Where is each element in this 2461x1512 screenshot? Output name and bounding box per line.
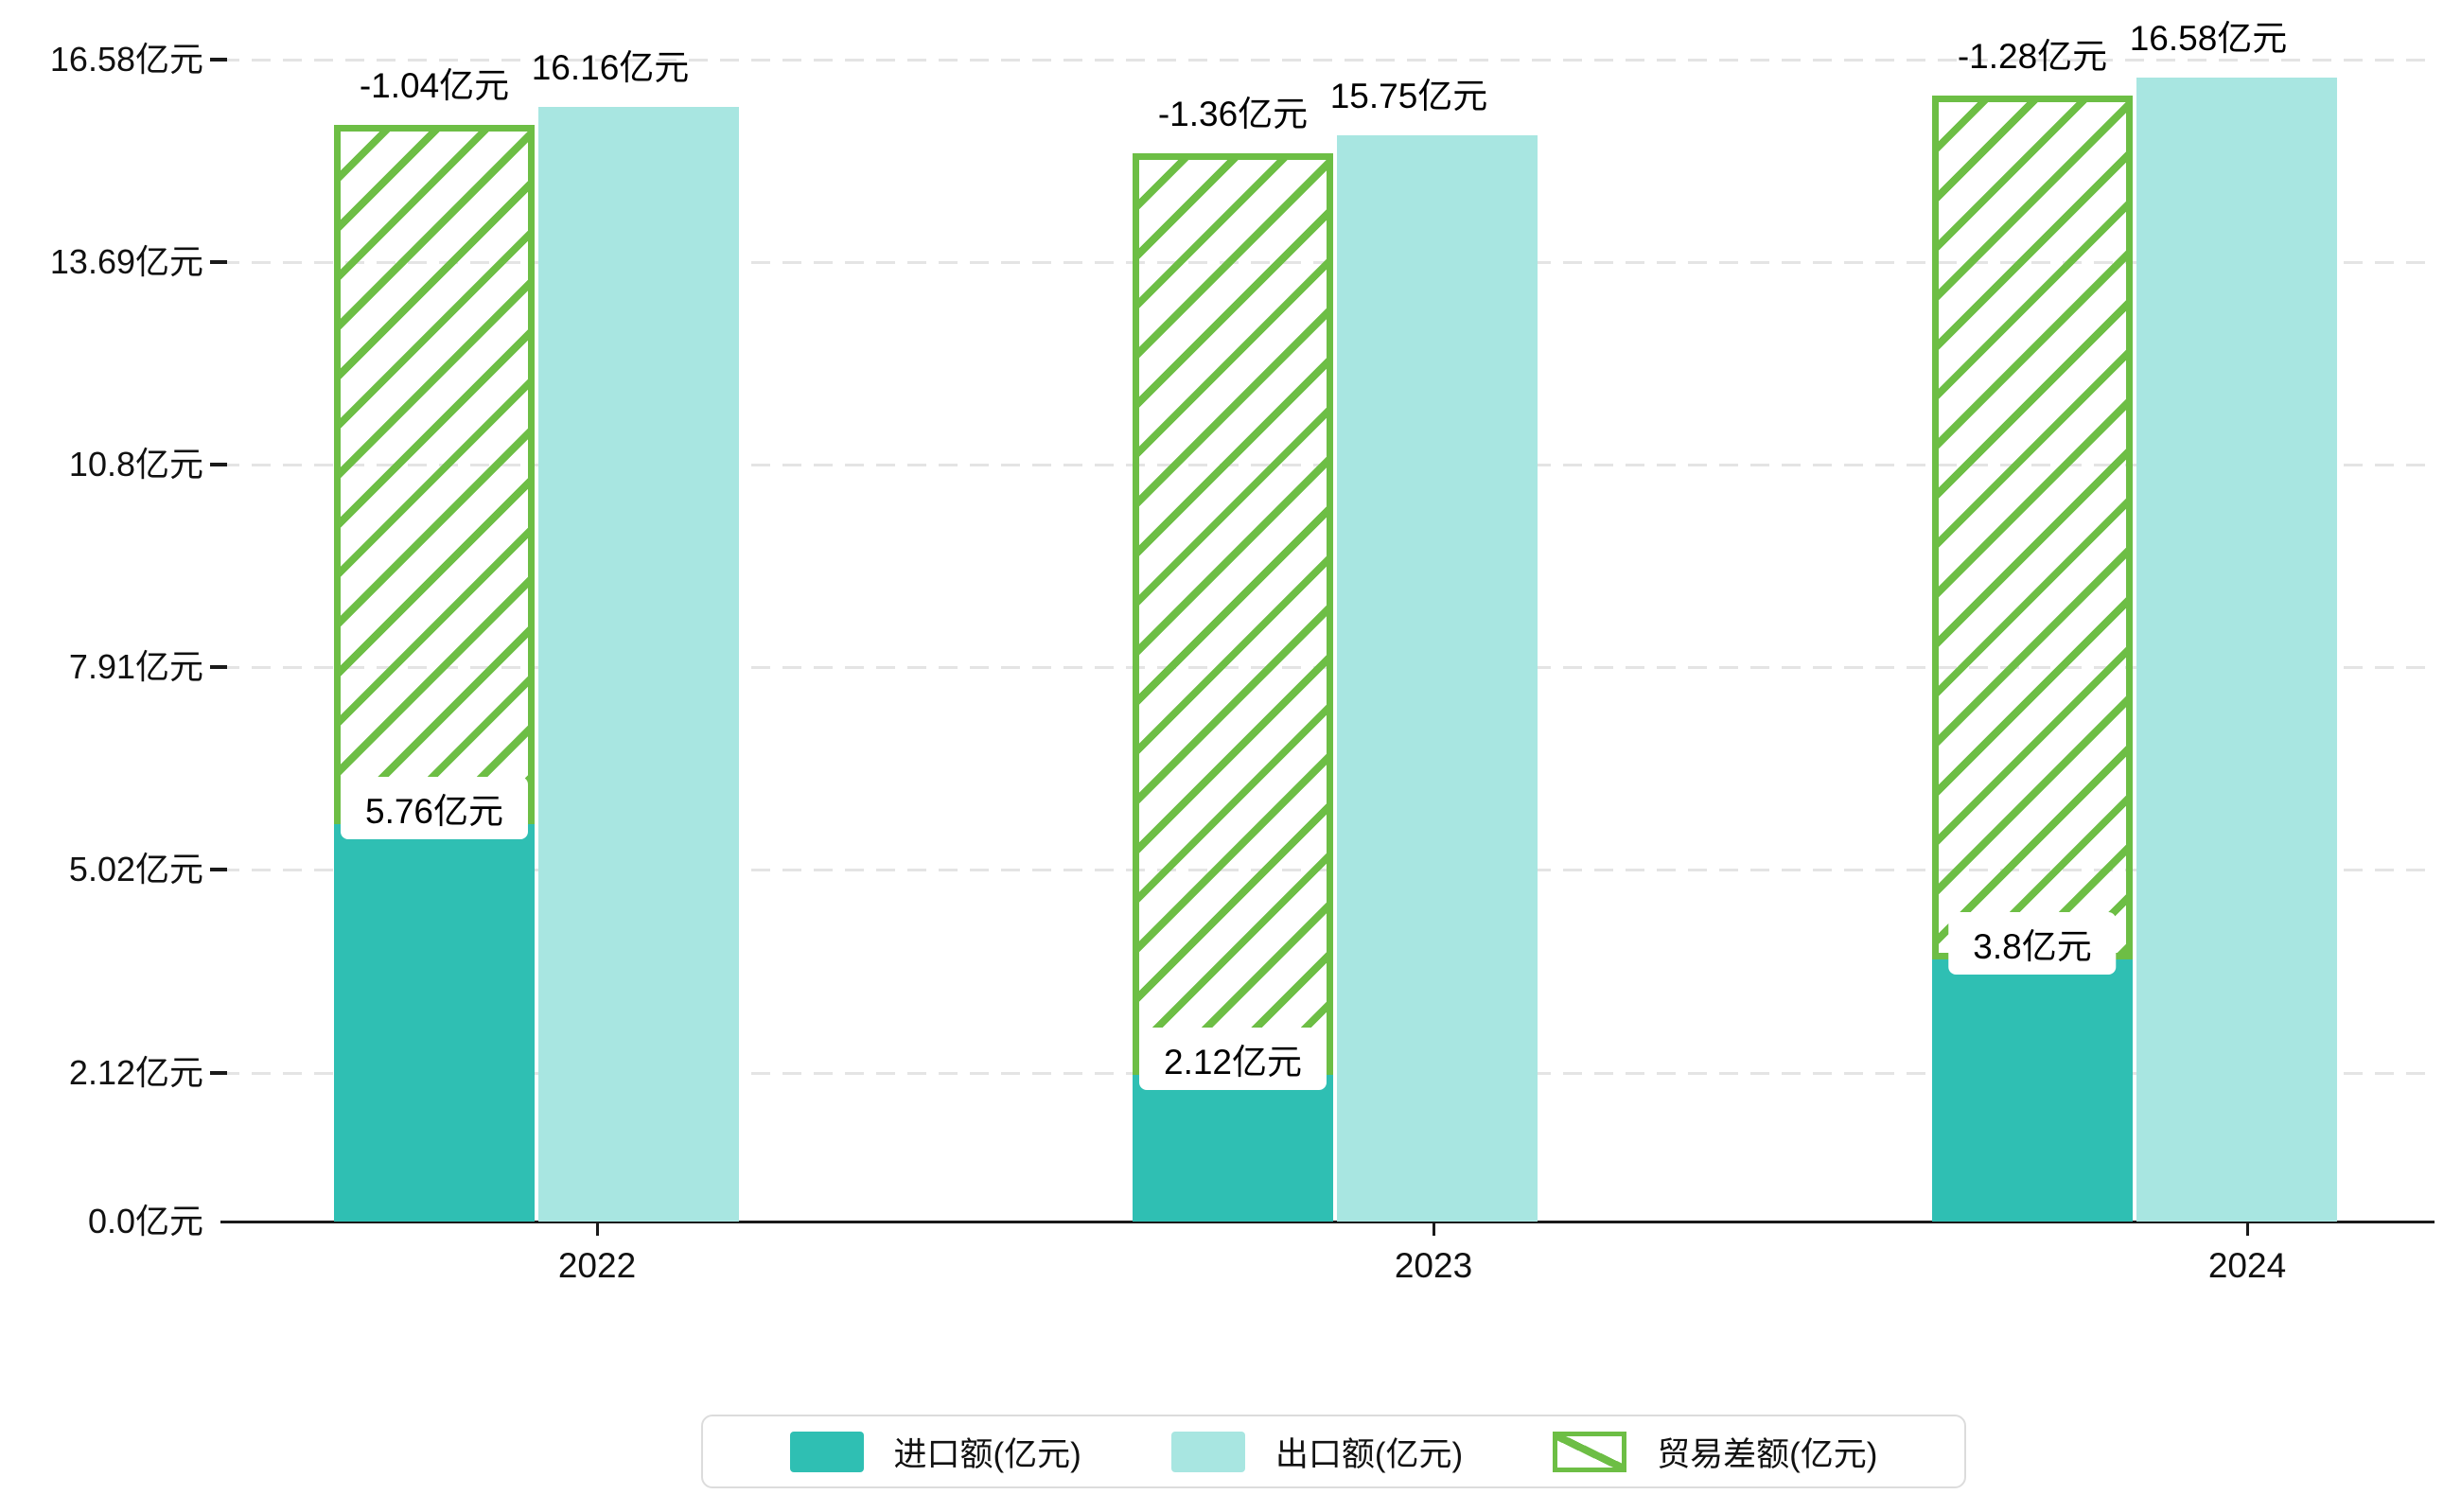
y-axis-tick-mark	[210, 868, 227, 872]
import-value-chip: 3.8亿元	[1948, 911, 2117, 975]
export-value-label: 16.16亿元	[531, 47, 690, 87]
legend-item[interactable]: 贸易差额(亿元)	[1553, 1428, 1877, 1476]
y-axis-tick-label: 10.8亿元	[68, 445, 203, 484]
y-axis-tick-mark	[210, 463, 227, 467]
legend-label: 出口额(亿元)	[1274, 1435, 1464, 1473]
y-axis-tick-mark	[210, 665, 227, 670]
legend-item[interactable]: 出口额(亿元)	[1170, 1428, 1464, 1476]
y-axis-tick-mark	[210, 58, 227, 62]
y-axis-tick-label: 16.58亿元	[49, 40, 203, 79]
export-value-label: 15.75亿元	[1329, 76, 1488, 115]
y-axis-tick-label: 13.69亿元	[49, 242, 203, 282]
import-bar[interactable]	[1133, 1075, 1333, 1222]
x-axis-category-label: 2022	[557, 1246, 637, 1285]
legend-label: 贸易差额(亿元)	[1657, 1435, 1878, 1473]
import-bar[interactable]	[334, 824, 535, 1222]
trade-balance-bar[interactable]	[1133, 152, 1333, 1076]
export-bar[interactable]	[2136, 78, 2337, 1222]
y-axis-tick-label: 2.12亿元	[68, 1052, 203, 1092]
import-bar[interactable]	[1932, 958, 2133, 1222]
trade-balance-value-label: -1.04亿元	[359, 65, 510, 105]
export-bar[interactable]	[538, 106, 739, 1222]
y-axis-tick-label: 7.91亿元	[68, 647, 203, 687]
legend-swatch-trade-balance	[1553, 1431, 1627, 1472]
legend-swatch-export	[1170, 1431, 1245, 1472]
legend-item[interactable]: 进口额(亿元)	[789, 1428, 1081, 1476]
x-axis-tick-mark	[1433, 1223, 1435, 1236]
trade-balance-value-label: -1.36亿元	[1157, 94, 1309, 133]
trade-balance-bar[interactable]	[1932, 96, 2133, 959]
import-value-chip: 2.12亿元	[1138, 1028, 1327, 1091]
x-axis-tick-mark	[596, 1223, 599, 1236]
y-axis-tick-mark	[210, 1070, 227, 1075]
x-axis-tick-mark	[2246, 1223, 2249, 1236]
import-value-label: 2.12亿元	[1163, 1043, 1303, 1082]
x-axis-category-label: 2023	[1394, 1246, 1473, 1285]
y-axis-tick-mark	[210, 260, 227, 265]
y-gridline	[220, 59, 2435, 62]
y-axis-tick-label: 5.02亿元	[68, 850, 203, 889]
legend-label: 进口额(亿元)	[893, 1435, 1081, 1473]
export-value-label: 16.58亿元	[2129, 19, 2288, 59]
export-bar[interactable]	[1337, 134, 1538, 1222]
trade-balance-value-label: -1.28亿元	[1957, 37, 2108, 77]
import-value-label: 5.76亿元	[364, 792, 504, 832]
legend: 进口额(亿元) 出口额(亿元) 贸易差额(亿元)	[701, 1415, 1966, 1488]
x-axis-category-label: 2024	[2207, 1246, 2287, 1285]
x-axis-line	[220, 1221, 2435, 1223]
import-value-chip: 5.76亿元	[340, 777, 529, 840]
y-axis-tick-label: 0.0亿元	[87, 1202, 203, 1240]
trade-balance-bar[interactable]	[334, 124, 535, 825]
import-value-label: 3.8亿元	[1973, 926, 2092, 966]
legend-swatch-import	[789, 1431, 864, 1472]
